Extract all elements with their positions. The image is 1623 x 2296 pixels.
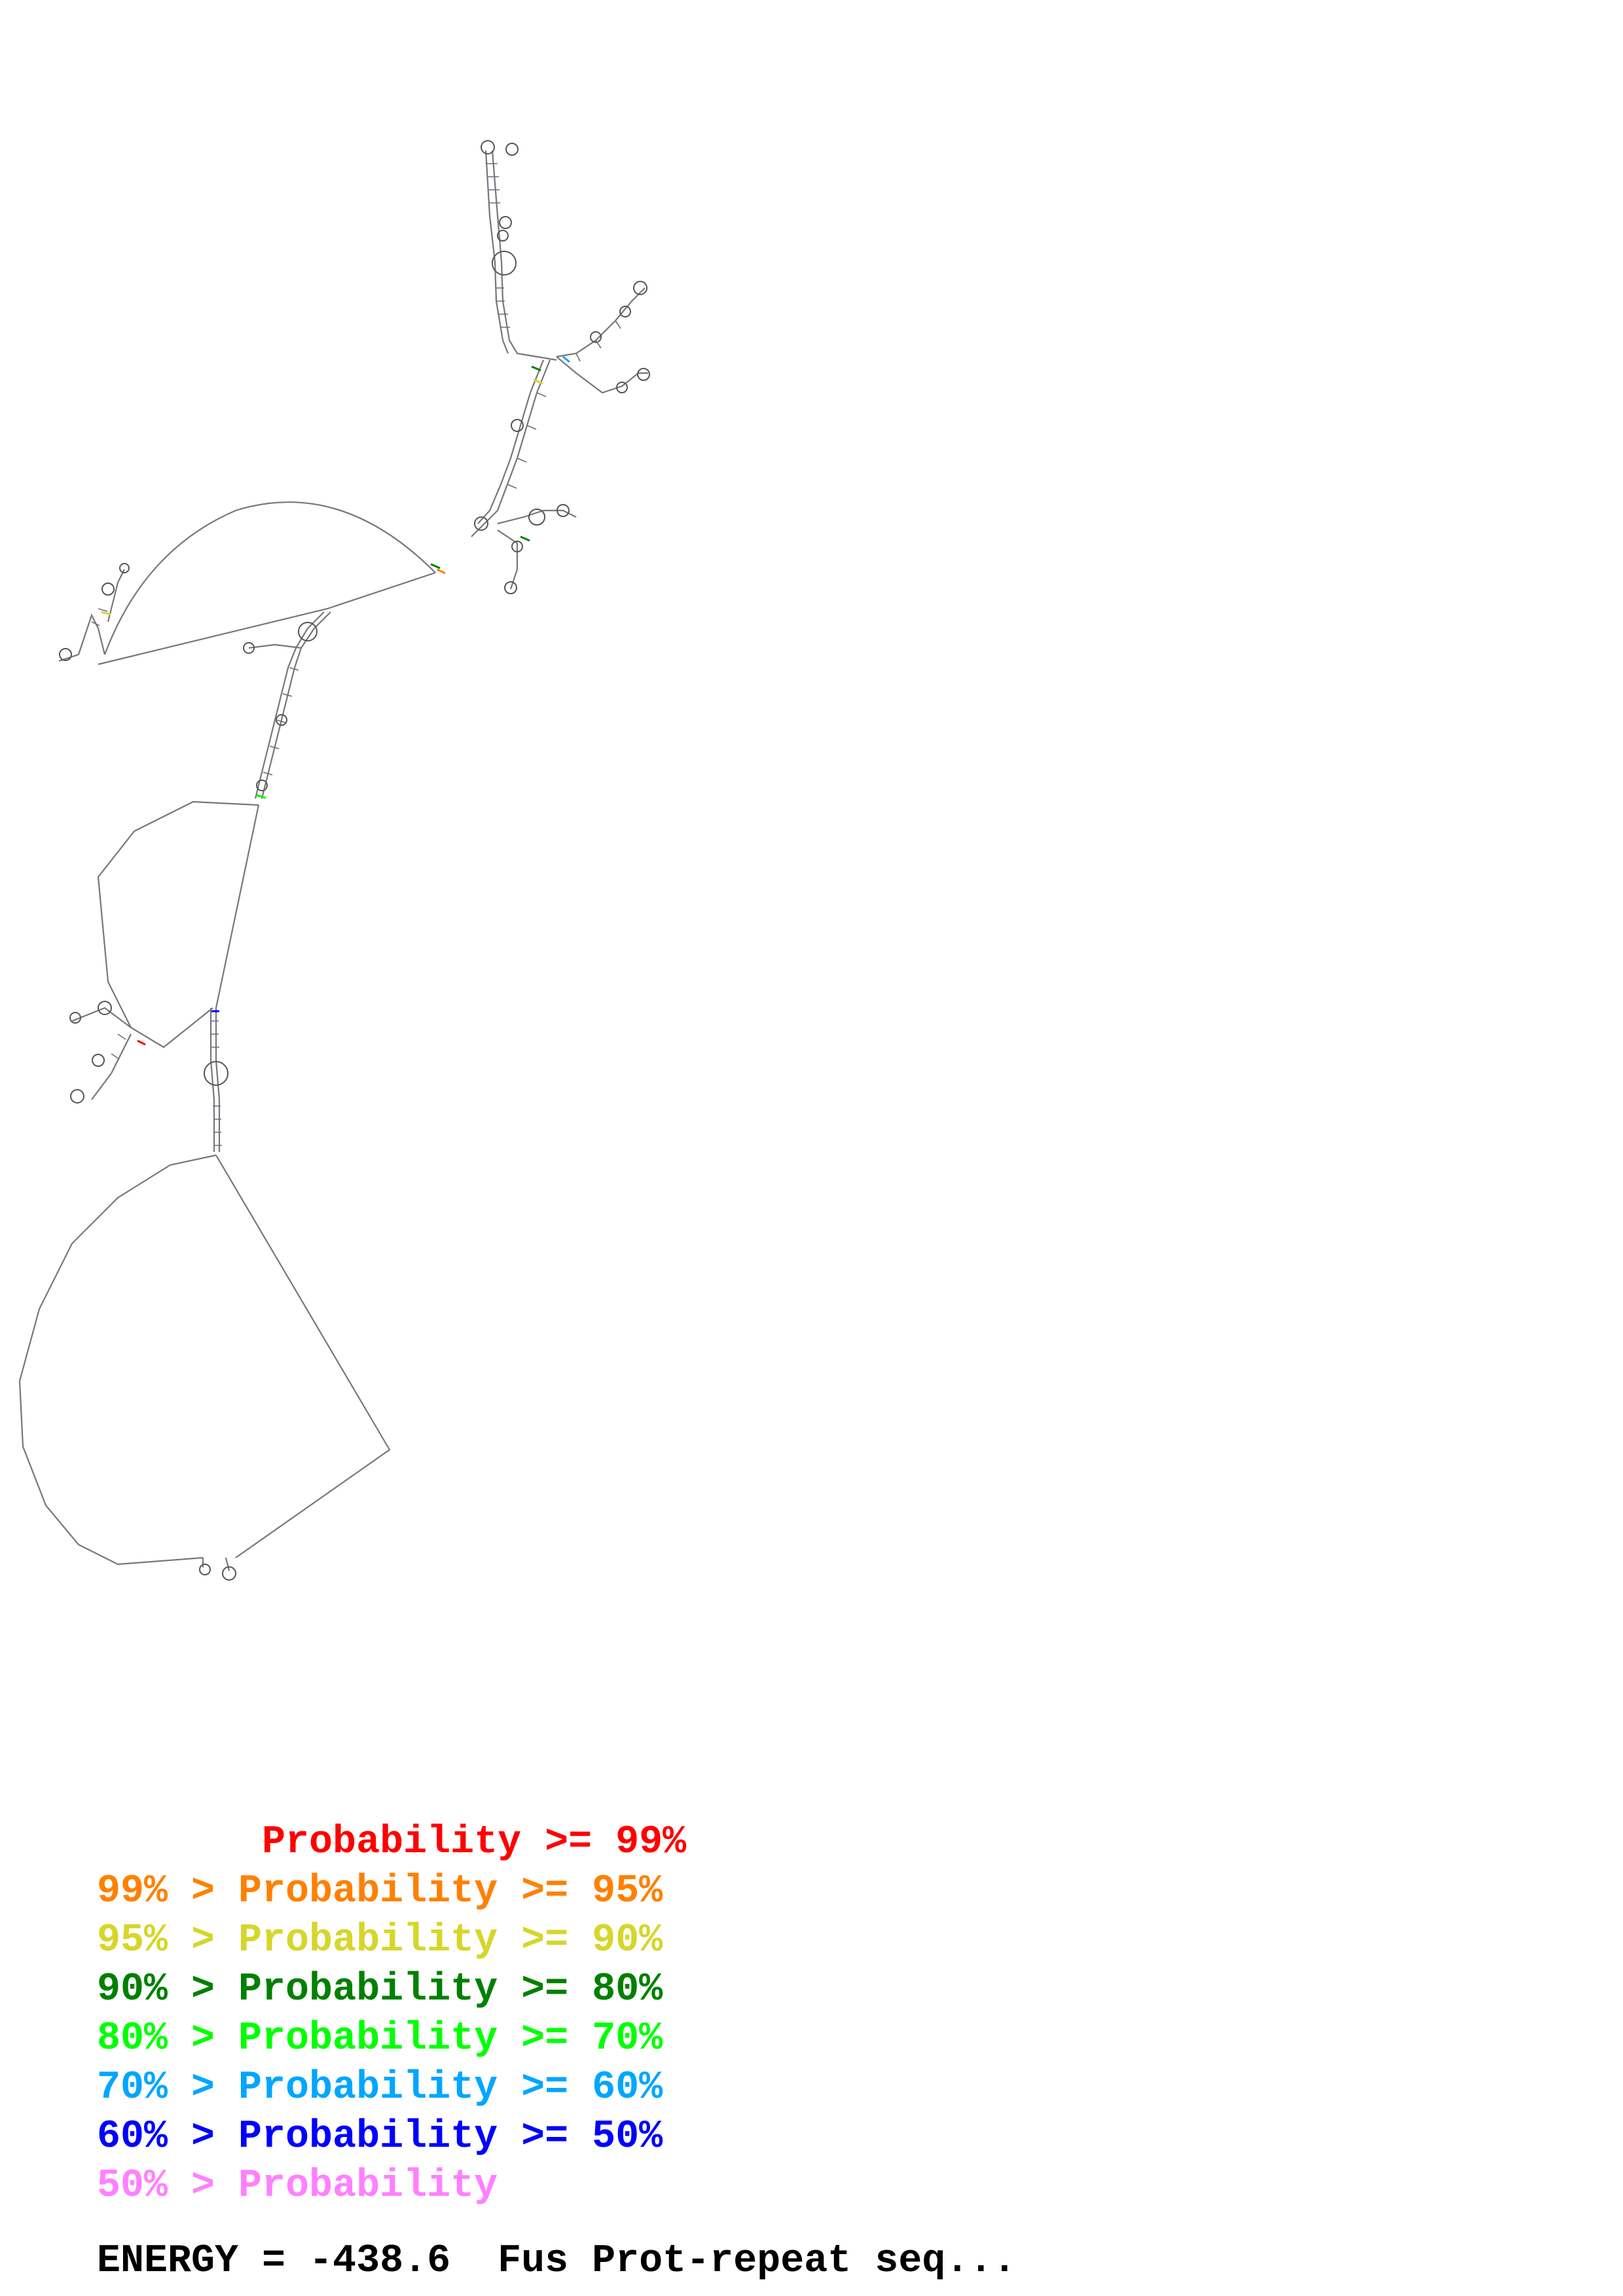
legend-row: Probability >= 99%: [97, 1820, 687, 1865]
rna-secondary-structure-diagram: [18, 140, 650, 1581]
structure-backbone: [18, 150, 648, 1571]
legend-row: 70% > Probability >= 60%: [97, 2066, 663, 2110]
base-pair-ticks: [91, 163, 621, 1146]
legend-row: 90% > Probability >= 80%: [97, 1967, 663, 2012]
energy-footer: ENERGY = -438.6 Fus Prot-repeat seq...: [97, 2239, 1017, 2284]
colored-base-pairs: [101, 355, 570, 1046]
legend-row: 99% > Probability >= 95%: [97, 1869, 663, 1914]
legend-row: 80% > Probability >= 70%: [97, 2017, 663, 2061]
hairpin-loops: [59, 140, 650, 1581]
legend-row: 60% > Probability >= 50%: [97, 2115, 663, 2159]
legend-row: 50% > Probability: [97, 2164, 498, 2208]
legend-row: 95% > Probability >= 90%: [97, 1918, 663, 1963]
